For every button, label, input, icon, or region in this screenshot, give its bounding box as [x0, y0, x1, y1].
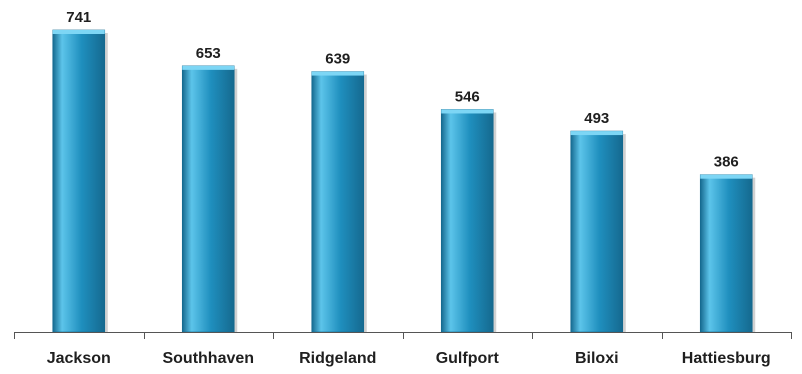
data-label: 639: [325, 51, 350, 68]
bar-top-highlight: [182, 65, 235, 70]
data-label: 653: [196, 45, 221, 62]
category-labels-layer: Jackson Southhaven Ridgeland Gulfport Biloxi…: [47, 350, 771, 367]
bar-ridgeland: [311, 71, 365, 333]
x-tick-label: Gulfport: [436, 350, 500, 367]
bar-hattiesburg: [699, 174, 753, 333]
data-labels-layer: 741 653 639 546 493 386: [66, 9, 739, 171]
bar-jackson: [52, 29, 106, 333]
bar-top-highlight: [700, 174, 753, 179]
bar-biloxi: [570, 130, 624, 333]
x-tick-label: Ridgeland: [299, 350, 376, 367]
bar-gulfport: [440, 109, 494, 333]
x-axis-ticks: [14, 332, 792, 339]
x-tick-label: Southhaven: [162, 350, 254, 367]
bar-top-highlight: [570, 131, 623, 136]
x-tick-label: Hattiesburg: [682, 350, 771, 367]
bar-top-highlight: [52, 30, 105, 34]
data-label: 386: [714, 154, 739, 171]
data-label: 741: [66, 9, 91, 26]
data-label: 493: [584, 110, 609, 127]
x-tick-label: Jackson: [47, 350, 111, 367]
bar-southhaven: [181, 65, 235, 333]
x-tick-label: Biloxi: [575, 350, 619, 367]
bar-top-highlight: [311, 71, 364, 76]
bars-layer: [52, 29, 756, 333]
bar-top-highlight: [441, 109, 494, 114]
data-label: 546: [455, 88, 480, 105]
